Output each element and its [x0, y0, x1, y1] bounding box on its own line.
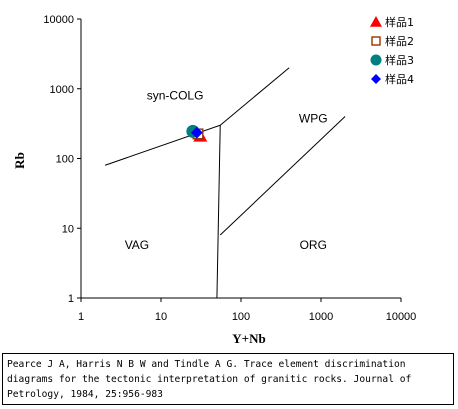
- y-tick-label: 100: [56, 154, 74, 166]
- legend-label: 样品4: [385, 72, 414, 86]
- x-tick-label: 1: [78, 311, 84, 323]
- citation-box: Pearce J A, Harris N B W and Tindle A G.…: [2, 353, 454, 405]
- legend-marker: [371, 36, 381, 46]
- y-axis-title: Rb: [12, 152, 27, 169]
- legend-marker: [370, 54, 382, 66]
- legend-marker: [371, 74, 381, 84]
- region-label: syn-COLG: [147, 89, 204, 103]
- region-labels: syn-COLG WPG VAG ORG: [125, 89, 328, 253]
- x-tick-label: 10000: [386, 311, 417, 323]
- x-tick-label: 10: [155, 311, 167, 323]
- axis-titles: Y+Nb Rb: [12, 152, 266, 346]
- x-axis-title: Y+Nb: [232, 331, 265, 346]
- data-points: [186, 124, 208, 142]
- legend-label: 样品2: [385, 34, 414, 48]
- region-label: VAG: [125, 238, 149, 252]
- boundary-line: [216, 125, 221, 299]
- boundary-line: [219, 116, 346, 236]
- region-label: ORG: [300, 238, 327, 252]
- y-tick-label: 10000: [43, 14, 74, 26]
- y-tick-label: 10: [62, 223, 74, 235]
- boundary-lines: [104, 67, 346, 299]
- axis-ticks: 1 10 100 1000 10000 1 10 100 1000 10000: [43, 14, 416, 323]
- x-tick-label: 100: [232, 311, 250, 323]
- legend-label: 样品3: [385, 53, 414, 67]
- legend-label: 样品1: [385, 15, 414, 29]
- legend-marker: [370, 16, 382, 27]
- region-label: WPG: [299, 111, 328, 125]
- plot-frame: [80, 19, 401, 299]
- y-tick-label: 1000: [50, 84, 74, 96]
- tectonic-discrimination-chart: 1 10 100 1000 10000 1 10 100 1000 10000 syn-COLG W…: [12, 14, 416, 346]
- legend: 样品1 样品2 样品3 样品4: [370, 15, 414, 86]
- x-tick-label: 1000: [309, 311, 333, 323]
- boundary-line: [219, 67, 290, 126]
- y-tick-label: 1: [68, 293, 74, 305]
- data-point-series-4: [190, 126, 203, 139]
